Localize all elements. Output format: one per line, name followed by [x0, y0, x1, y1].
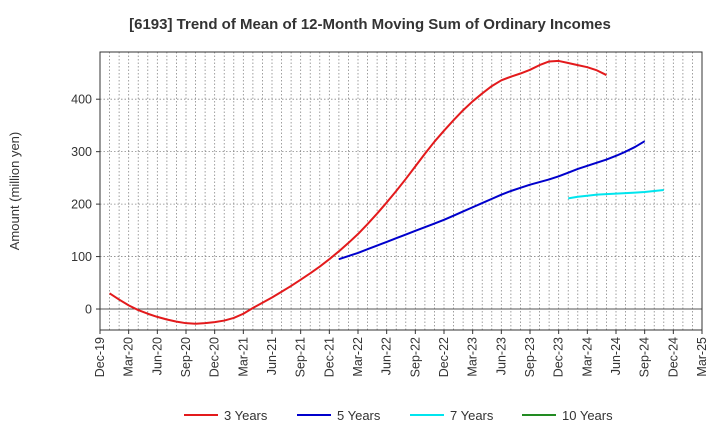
x-tick-label: Dec-21	[322, 337, 336, 377]
y-tick-label: 400	[71, 93, 92, 107]
chart-title: [6193] Trend of Mean of 12-Month Moving …	[129, 16, 611, 33]
y-axis-label: Amount (million yen)	[7, 132, 22, 251]
x-tick-label: Mar-25	[695, 337, 709, 377]
legend-label-5-years: 5 Years	[337, 408, 381, 423]
plot-frame	[99, 51, 703, 331]
y-tick-label: 100	[71, 250, 92, 264]
x-tick-label: Mar-20	[122, 337, 136, 377]
legend-label-7-years: 7 Years	[450, 408, 494, 423]
x-tick-label: Jun-21	[265, 337, 279, 375]
x-tick-label: Jun-20	[150, 337, 164, 375]
series-layer	[109, 59, 664, 325]
x-tick-label: Sep-23	[523, 337, 537, 377]
x-tick-label: Dec-22	[437, 337, 451, 377]
y-tick-label: 200	[71, 198, 92, 212]
x-tick-label: Dec-19	[93, 337, 107, 377]
x-tick-label: Dec-24	[666, 337, 680, 377]
series-line-3-years	[109, 59, 607, 325]
x-tick-label: Mar-22	[351, 337, 365, 377]
grid	[100, 52, 702, 330]
x-tick-label: Sep-20	[179, 337, 193, 377]
x-tick-label: Dec-23	[552, 337, 566, 377]
x-ticks: Dec-19 Mar-20 Jun-20 Sep-20 Dec-20 Mar-21 Jun-…	[93, 330, 709, 377]
x-tick-label: Sep-22	[408, 337, 422, 377]
x-tick-label: Dec-20	[208, 337, 222, 377]
series-line-5-years	[338, 140, 646, 261]
series-line-7-years	[568, 188, 664, 200]
x-tick-label: Jun-23	[494, 337, 508, 375]
x-tick-label: Mar-23	[466, 337, 480, 377]
y-ticks: 0 100 200 300 400	[71, 93, 100, 317]
legend-label-3-years: 3 Years	[224, 408, 268, 423]
x-tick-label: Sep-21	[294, 337, 308, 377]
x-tick-label: Jun-22	[380, 337, 394, 375]
x-tick-label: Sep-24	[638, 337, 652, 377]
y-tick-label: 0	[85, 303, 92, 317]
legend-label-10-years: 10 Years	[562, 408, 613, 423]
x-tick-label: Mar-24	[580, 337, 594, 377]
y-tick-label: 300	[71, 145, 92, 159]
x-tick-label: Mar-21	[236, 337, 250, 377]
x-tick-label: Jun-24	[609, 337, 623, 375]
legend: 3 Years 5 Years 7 Years 10 Years	[184, 408, 613, 423]
